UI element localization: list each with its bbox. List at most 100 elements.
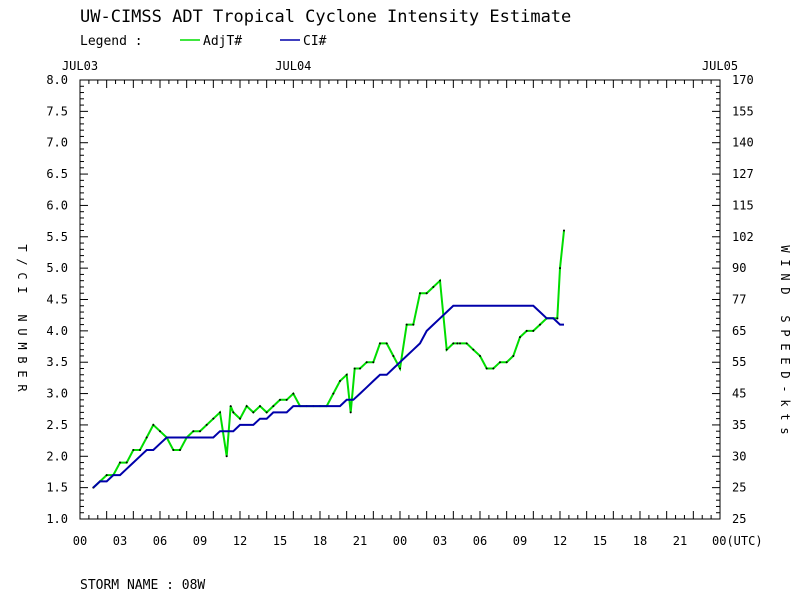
data-point-adjt: [145, 436, 148, 439]
y-tick-label: 2.5: [46, 418, 68, 432]
data-point-adjt: [125, 461, 128, 464]
y-tick-label: 6.5: [46, 167, 68, 181]
data-point-adjt: [499, 361, 501, 364]
y2-tick-label: 30: [732, 449, 746, 463]
y2-axis-label-char: S: [778, 315, 792, 322]
y-axis-label-char: /: [15, 258, 29, 265]
data-point-adjt: [465, 342, 468, 345]
data-point-adjt: [419, 292, 421, 295]
y-axis-label-char: T: [15, 244, 29, 251]
data-point-adjt: [259, 405, 261, 408]
data-point-adjt: [459, 342, 461, 345]
data-point-adjt: [532, 329, 535, 332]
data-point-adjt: [245, 405, 248, 408]
x-tick-label: 18: [313, 534, 327, 548]
x-tick-label: 15: [593, 534, 607, 548]
x-tick-label: 03: [113, 534, 127, 548]
y-tick-label: 4.5: [46, 293, 68, 307]
x-tick-label: 21: [353, 534, 367, 548]
data-point-adjt: [505, 361, 508, 364]
y-tick-label: 1.0: [46, 512, 68, 526]
y-axis-label-char: N: [15, 314, 29, 321]
y-axis-label-char: I: [15, 286, 29, 293]
x-axis-ticks: 00 03 06 09 12 15 18 21 00 03 06 09 12 15 18 21 00(UTC): [73, 80, 763, 548]
legend: AdjT# CI#: [180, 34, 327, 49]
y-axis-label-char: M: [15, 342, 29, 349]
y2-tick-label: 170: [732, 73, 754, 87]
data-point-adjt: [512, 354, 515, 357]
y-tick-label: 7.0: [46, 136, 68, 150]
x-tick-label: 15: [273, 534, 287, 548]
y-tick-label: 1.5: [46, 481, 68, 495]
data-point-adjt: [479, 354, 481, 357]
date-labels: JUL03 JUL04 JUL05: [62, 59, 738, 73]
x-tick-label: 00: [73, 534, 87, 548]
data-point-adjt: [272, 405, 275, 408]
y-tick-label: 5.0: [46, 261, 68, 275]
date-label: JUL05: [702, 59, 738, 73]
y2-tick-label: 25: [732, 481, 746, 495]
data-point-adjt: [212, 417, 215, 420]
y2-tick-label: 102: [732, 230, 754, 244]
data-point-adjt: [405, 323, 408, 326]
y2-axis-label-char: s: [778, 427, 792, 434]
x-tick-label: 09: [513, 534, 527, 548]
y2-tick-label: 65: [732, 324, 746, 338]
data-point-adjt: [252, 411, 255, 414]
data-point-adjt: [292, 392, 295, 395]
legend-label: Legend :: [80, 34, 143, 49]
x-tick-label: 18: [633, 534, 647, 548]
legend-entry-ci: CI#: [303, 34, 327, 49]
data-point-adjt: [339, 380, 341, 383]
y-tick-label: 3.0: [46, 387, 68, 401]
data-point-adjt: [492, 367, 495, 370]
data-point-adjt: [439, 279, 441, 282]
y2-axis-label-char: D: [778, 287, 792, 294]
data-point-adjt: [445, 348, 448, 351]
date-label: JUL04: [275, 59, 311, 73]
y-tick-label: 3.5: [46, 355, 68, 369]
y2-axis-label-char: P: [778, 329, 792, 336]
x-tick-label: 03: [433, 534, 447, 548]
y-axis-label-char: E: [15, 370, 29, 377]
data-point-adjt: [152, 423, 155, 426]
data-point-adjt: [412, 323, 415, 326]
data-point-adjt: [285, 398, 288, 401]
y-axis-label-char: B: [15, 356, 29, 363]
data-point-adjt: [353, 367, 356, 370]
data-point-adjt: [559, 267, 561, 270]
data-point-adjt: [563, 229, 565, 232]
storm-name: STORM NAME : 08W: [80, 578, 205, 593]
series-line-ci: [92, 304, 564, 489]
data-point-adjt: [472, 348, 475, 351]
y2-axis-label-char: E: [778, 357, 792, 364]
data-point-adjt: [525, 329, 528, 332]
y-axis-label-char: R: [15, 384, 29, 392]
x-tick-label: 06: [153, 534, 167, 548]
y2-tick-label: 25: [732, 512, 746, 526]
data-point-adjt: [239, 417, 241, 420]
data-point-adjt: [192, 430, 195, 433]
date-label: JUL03: [62, 59, 98, 73]
data-point-adjt: [359, 367, 361, 370]
y2-tick-label: 45: [732, 387, 746, 401]
x-tick-label: 09: [193, 534, 207, 548]
data-point-adjt: [379, 342, 381, 345]
data-point-adjt: [172, 449, 175, 452]
y2-axis-label-char: -: [778, 385, 792, 392]
chart-title: UW-CIMSS ADT Tropical Cyclone Intensity …: [80, 7, 571, 27]
y2-axis-label-char: I: [778, 259, 792, 266]
data-point-adjt: [105, 474, 108, 477]
x-tick-label: 00(UTC): [712, 534, 763, 548]
y2-tick-label: 77: [732, 293, 746, 307]
data-point-adjt: [556, 317, 559, 320]
data-point-adjt: [452, 342, 455, 345]
x-tick-label: 12: [233, 534, 247, 548]
x-tick-label: 06: [473, 534, 487, 548]
y2-axis-ticks: 25 25 30 35 45 55 65 77 90 102 115 127 140 155 170: [712, 73, 754, 526]
y2-axis-label-char: k: [778, 399, 792, 407]
data-point-adjt: [119, 461, 121, 464]
data-point-adjt: [265, 411, 268, 414]
